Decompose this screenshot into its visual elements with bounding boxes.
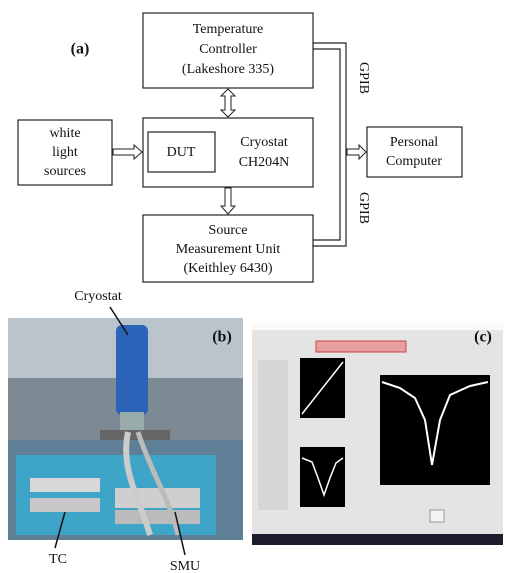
- callout-line: [109, 306, 129, 336]
- panel-label: (a): [71, 41, 90, 58]
- callout: Cryostat: [74, 289, 122, 304]
- photo: [8, 318, 243, 540]
- gpib-bus: [313, 42, 347, 247]
- callout: SMU: [170, 559, 200, 573]
- box-text: Computer: [386, 154, 442, 169]
- box-text: light: [52, 145, 78, 160]
- smu-box: [142, 214, 314, 283]
- gpib-bus: [313, 48, 341, 241]
- box-text: white: [49, 126, 80, 141]
- bus-label: GPIB: [356, 62, 371, 94]
- dut-box: [147, 131, 216, 173]
- light-source-box: [17, 119, 113, 186]
- box-text: Temperature: [193, 22, 264, 37]
- bus-label: GPIB: [356, 192, 371, 224]
- double-arrow: [219, 88, 237, 118]
- arrow: [346, 143, 367, 161]
- callout-line: [174, 511, 186, 556]
- box-text: (Keithley 6430): [183, 261, 272, 276]
- panel-label: (b): [212, 329, 232, 346]
- box-text: sources: [44, 164, 86, 179]
- box-text: Cryostat: [240, 135, 288, 150]
- box-text: Personal: [390, 135, 438, 150]
- box-text: DUT: [167, 145, 196, 160]
- arrow: [219, 187, 237, 215]
- box-text: Measurement Unit: [176, 242, 281, 257]
- box-text: Source: [209, 223, 248, 238]
- panel-label: (c): [474, 329, 492, 346]
- callout: TC: [49, 552, 67, 567]
- screenshot: [252, 323, 503, 545]
- callout-line: [54, 511, 66, 549]
- box-text: Controller: [199, 42, 257, 57]
- arrow: [112, 143, 143, 161]
- box-text: CH204N: [239, 155, 290, 170]
- box-text: (Lakeshore 335): [182, 62, 274, 77]
- computer-box: [366, 126, 463, 178]
- temperature-controller-box: [142, 12, 314, 89]
